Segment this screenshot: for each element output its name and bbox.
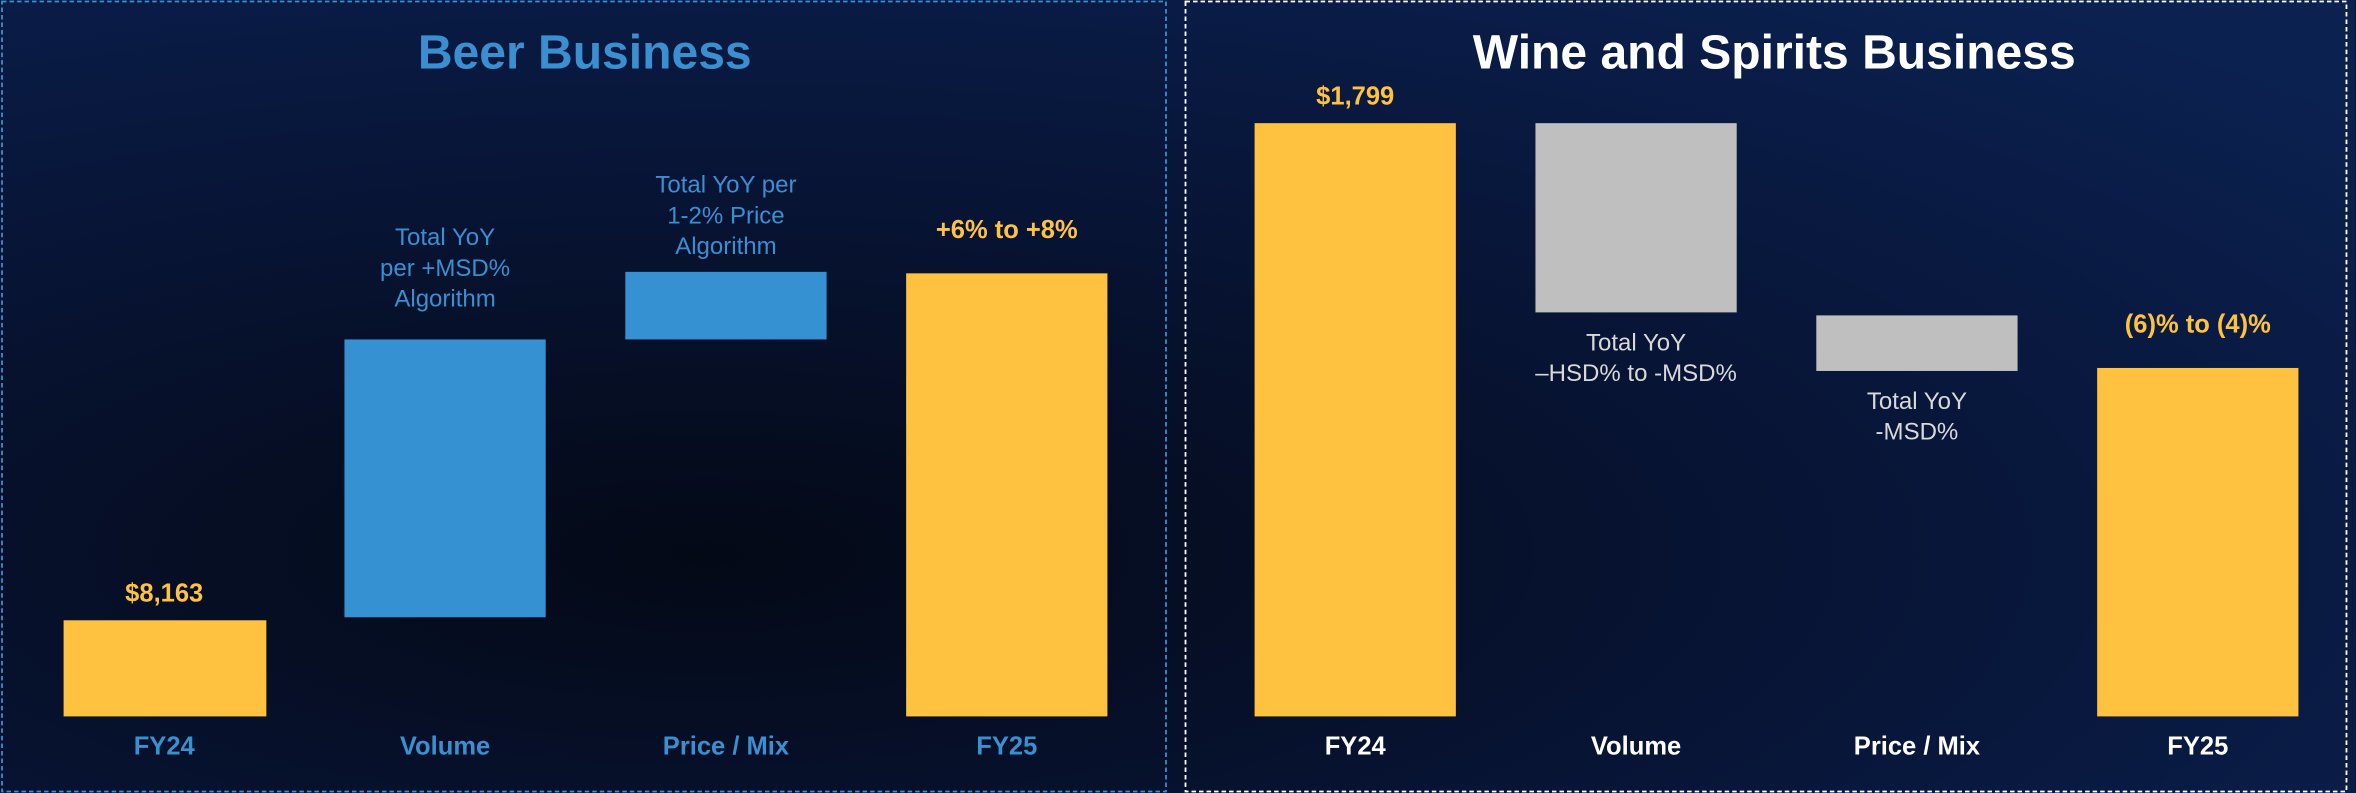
category-label: Price / Mix — [1854, 733, 1980, 761]
bar — [625, 271, 827, 340]
category-label: Volume — [400, 733, 490, 761]
bar-annotation: -MSD% — [1876, 419, 1959, 446]
bar — [344, 339, 546, 618]
bar — [1254, 123, 1456, 717]
bar-annotation: Algorithm — [675, 233, 776, 260]
bar-annotation: 1-2% Price — [667, 202, 784, 229]
category-label: FY25 — [976, 733, 1037, 761]
category-label: FY24 — [134, 733, 196, 761]
bar-annotation: $1,799 — [1316, 82, 1394, 110]
bar — [63, 620, 267, 717]
bar — [1535, 123, 1737, 313]
bar — [2097, 367, 2299, 717]
bar-annotation: Total YoY per — [655, 172, 796, 199]
category-label: Price / Mix — [663, 733, 789, 761]
bar — [1816, 315, 2018, 371]
bar — [906, 273, 1108, 717]
category-label: FY25 — [2167, 733, 2228, 761]
beer-panel-border — [1, 0, 1167, 793]
wine-panel-border — [1184, 0, 2348, 793]
bar-annotation: +6% to +8% — [936, 216, 1078, 244]
bar-annotation: $8,163 — [125, 579, 203, 607]
bar-annotation: (6)% to (4)% — [2125, 311, 2271, 339]
category-label: FY24 — [1325, 733, 1387, 761]
panel-title: Beer Business — [418, 25, 752, 79]
bar-annotation: Total YoY — [1867, 388, 1967, 415]
bar-annotation: Algorithm — [394, 286, 495, 313]
panel-title: Wine and Spirits Business — [1473, 25, 2076, 79]
category-label: Volume — [1591, 733, 1681, 761]
bar-annotation: –HSD% to -MSD% — [1535, 360, 1737, 387]
bar-annotation: per +MSD% — [380, 255, 510, 282]
bar-annotation: Total YoY — [1586, 329, 1686, 356]
bar-annotation: Total YoY — [395, 224, 495, 251]
